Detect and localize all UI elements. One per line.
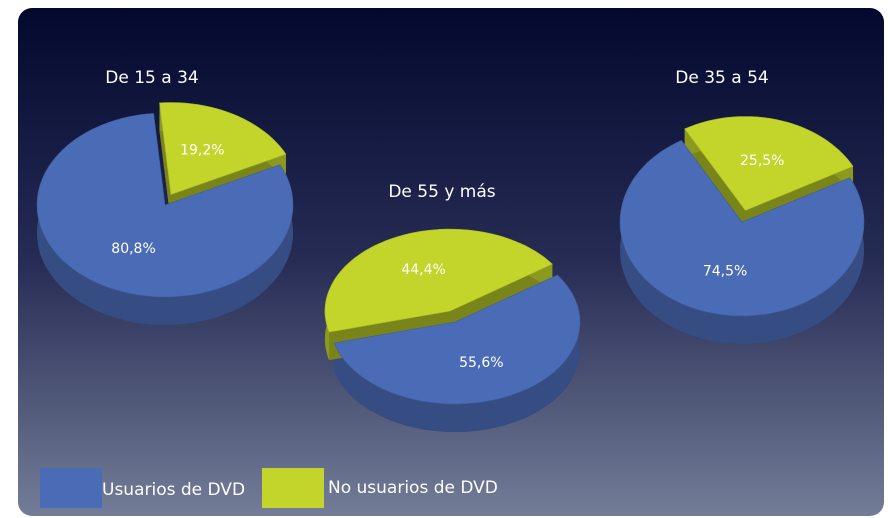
legend-swatch [262, 468, 324, 508]
pie-front: De 55 y más 55,6% 44,4% [324, 182, 581, 405]
pie-slice [684, 116, 854, 211]
value-label: 74,5% [703, 264, 747, 280]
value-label: 19,2% [180, 142, 224, 158]
legend-label: No usuarios de DVD [328, 478, 498, 498]
legend-label: Usuarios de DVD [102, 480, 245, 500]
pie-title: De 55 y más [388, 182, 495, 202]
pies: De 15 a 34 80,8% 19,2% De 55 y más 55,6% 44,4… [36, 68, 865, 432]
pie-slice [333, 274, 581, 405]
pie-slice [619, 140, 865, 317]
value-label: 80,8% [111, 241, 155, 257]
pie-slice [324, 228, 553, 333]
value-label: 44,4% [401, 262, 445, 278]
pie-front: De 15 a 34 80,8% 19,2% [36, 68, 294, 298]
pie-title: De 35 a 54 [675, 68, 768, 88]
pie-front: De 35 a 54 74,5% 25,5% [619, 68, 865, 317]
value-label: 55,6% [459, 355, 503, 371]
pie-depth [159, 102, 171, 223]
legend-swatch [40, 468, 102, 508]
value-label: 25,5% [740, 153, 784, 169]
pie-title: De 15 a 34 [105, 68, 198, 88]
pie-slice [159, 102, 287, 195]
pie-slice [36, 113, 294, 298]
